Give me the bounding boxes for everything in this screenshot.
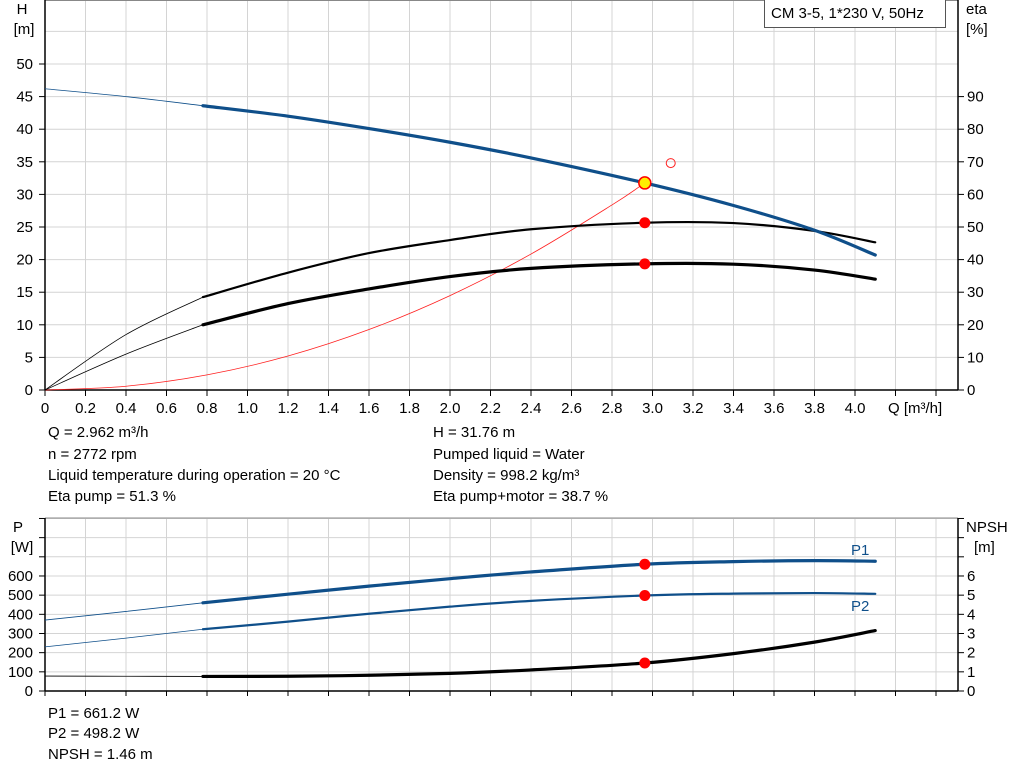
x-tick-label: 3.6	[764, 400, 785, 417]
y-right-tick-label: 80	[967, 121, 984, 138]
y-right-tick-label: 90	[967, 89, 984, 106]
q-readout: Q = 2.962 m³/h	[48, 424, 149, 441]
eta-total-curve-extrapolated	[44, 324, 204, 391]
x-tick-label: 1.6	[359, 400, 380, 417]
npsh-axis-label: NPSH	[966, 519, 1008, 536]
y-left-tick-label: 10	[16, 317, 33, 334]
p2-curve-extrapolated	[44, 628, 203, 648]
y-left-tick-label: 45	[16, 89, 33, 106]
y-right-tick-label: 60	[967, 186, 984, 203]
p2-duty-point	[639, 589, 651, 601]
y-right-tick-label: 30	[967, 284, 984, 301]
p-tick-label: 500	[8, 587, 33, 604]
x-tick-label: 2.6	[561, 400, 582, 417]
eta-pump-curve	[201, 220, 877, 299]
y-right-tick-label: 40	[967, 252, 984, 269]
x-tick-label: 4.0	[845, 400, 866, 417]
y-left-axis-unit: [m]	[14, 21, 35, 38]
p1-curve	[201, 559, 877, 605]
x-tick-label: 3.8	[804, 400, 825, 417]
npsh-readout: NPSH = 1.46 m	[48, 746, 153, 763]
npsh-curve	[201, 629, 877, 679]
system-curve	[44, 182, 646, 391]
npsh-tick-label: 1	[967, 664, 975, 681]
x-tick-label: 2.2	[480, 400, 501, 417]
y-right-tick-label: 0	[967, 382, 975, 399]
p-tick-label: 400	[8, 606, 33, 623]
x-tick-label: 0	[41, 400, 49, 417]
npsh-tick-label: 0	[967, 683, 975, 700]
p2-readout: P2 = 498.2 W	[48, 725, 140, 742]
eta-total-readout: Eta pump+motor = 38.7 %	[433, 488, 609, 505]
x-tick-label: 0.2	[75, 400, 96, 417]
npsh-duty-point	[639, 657, 651, 669]
npsh-tick-label: 5	[967, 587, 975, 604]
y-right-tick-label: 10	[967, 349, 984, 366]
y-left-tick-label: 35	[16, 154, 33, 171]
x-tick-label: 3.2	[683, 400, 704, 417]
eta-pump-duty-point	[639, 217, 651, 229]
y-right-tick-label: 50	[967, 219, 984, 236]
x-tick-label: 1.8	[399, 400, 420, 417]
pump-legend: CM 3-5, 1*230 V, 50Hz	[764, 0, 946, 28]
y-left-tick-label: 15	[16, 284, 33, 301]
eta-total-curve	[201, 261, 877, 327]
npsh-axis-unit: [m]	[974, 539, 995, 556]
p-tick-label: 300	[8, 625, 33, 642]
x-tick-label: 2.4	[521, 400, 542, 417]
eta-total-duty-point	[639, 258, 651, 270]
npsh-tick-label: 6	[967, 568, 975, 585]
head-duty-point	[638, 176, 652, 190]
p1-readout: P1 = 661.2 W	[48, 705, 140, 722]
x-tick-label: 2.8	[602, 400, 623, 417]
x-tick-label: 1.2	[278, 400, 299, 417]
p2-curve	[201, 591, 877, 631]
p1-duty-point	[639, 558, 651, 570]
p-tick-label: 0	[25, 683, 33, 700]
npsh-tick-label: 3	[967, 625, 975, 642]
y-left-tick-label: 5	[25, 349, 33, 366]
x-axis-label: Q [m³/h]	[888, 400, 942, 417]
liquid-readout: Pumped liquid = Water	[433, 446, 585, 463]
eta-pump-curve-extrapolated	[44, 296, 204, 391]
y-right-tick-label: 20	[967, 317, 984, 334]
p-tick-label: 200	[8, 645, 33, 662]
p2-series-label: P2	[851, 598, 869, 615]
x-tick-label: 3.0	[642, 400, 663, 417]
p-tick-label: 100	[8, 664, 33, 681]
head-curve-extrapolated	[44, 88, 203, 107]
x-tick-label: 2.0	[440, 400, 461, 417]
y-left-tick-label: 0	[25, 382, 33, 399]
p1-series-label: P1	[851, 542, 869, 559]
p-axis-unit: [W]	[11, 539, 34, 556]
x-tick-label: 0.8	[197, 400, 218, 417]
head-curve	[201, 104, 877, 257]
p-axis-label: P	[13, 519, 23, 536]
p-tick-label: 600	[8, 568, 33, 585]
p1-curve-extrapolated	[44, 602, 203, 621]
y-left-axis-label: H	[17, 1, 28, 18]
npsh-tick-label: 2	[967, 645, 975, 662]
liquid-temp-readout: Liquid temperature during operation = 20…	[48, 467, 341, 484]
x-tick-label: 3.4	[723, 400, 744, 417]
x-tick-label: 1.4	[318, 400, 339, 417]
y-left-tick-label: 20	[16, 252, 33, 269]
requested-point	[665, 158, 676, 169]
x-tick-label: 1.0	[237, 400, 258, 417]
y-right-tick-label: 70	[967, 154, 984, 171]
y-left-tick-label: 40	[16, 121, 33, 138]
y-left-tick-label: 50	[16, 56, 33, 73]
eta-pump-readout: Eta pump = 51.3 %	[48, 488, 176, 505]
x-tick-label: 0.6	[156, 400, 177, 417]
x-tick-label: 0.4	[116, 400, 137, 417]
y-left-tick-label: 25	[16, 219, 33, 236]
y-right-axis-unit: [%]	[966, 21, 988, 38]
speed-readout: n = 2772 rpm	[48, 446, 137, 463]
density-readout: Density = 998.2 kg/m³	[433, 467, 580, 484]
y-right-axis-label: eta	[966, 1, 988, 18]
y-left-tick-label: 30	[16, 186, 33, 203]
npsh-tick-label: 4	[967, 606, 975, 623]
h-readout: H = 31.76 m	[433, 424, 516, 441]
